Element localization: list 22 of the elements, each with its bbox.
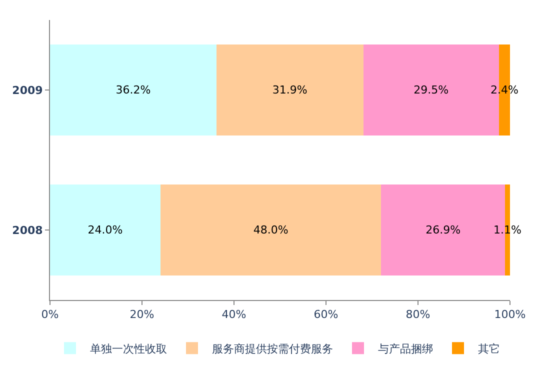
bar <box>216 44 364 136</box>
x-tick-label: 20% <box>130 308 154 322</box>
x-tick-label: 60% <box>314 308 338 322</box>
data-label: 29.5% <box>414 84 449 96</box>
x-tick-label: 80% <box>406 308 430 322</box>
x-tick-label: 40% <box>222 308 246 322</box>
legend-label: 其它 <box>478 342 500 356</box>
legend-label: 单独一次性收取 <box>90 342 167 356</box>
data-label: 24.0% <box>88 224 123 236</box>
data-label: 48.0% <box>253 224 288 236</box>
x-tick-label: 0% <box>41 308 59 322</box>
data-label: 26.9% <box>426 224 461 236</box>
x-tick-label: 100% <box>494 308 526 322</box>
y-tick-label: 2009 <box>12 84 43 97</box>
legend-label: 服务商提供按需付费服务 <box>212 342 333 356</box>
data-label: 36.2% <box>116 84 151 96</box>
y-tick-label: 2008 <box>12 224 43 237</box>
bar <box>50 44 217 136</box>
bar <box>160 184 382 276</box>
bar <box>50 184 160 276</box>
data-label: 31.9% <box>272 84 308 96</box>
legend-label: 与产品捆绑 <box>378 342 433 356</box>
